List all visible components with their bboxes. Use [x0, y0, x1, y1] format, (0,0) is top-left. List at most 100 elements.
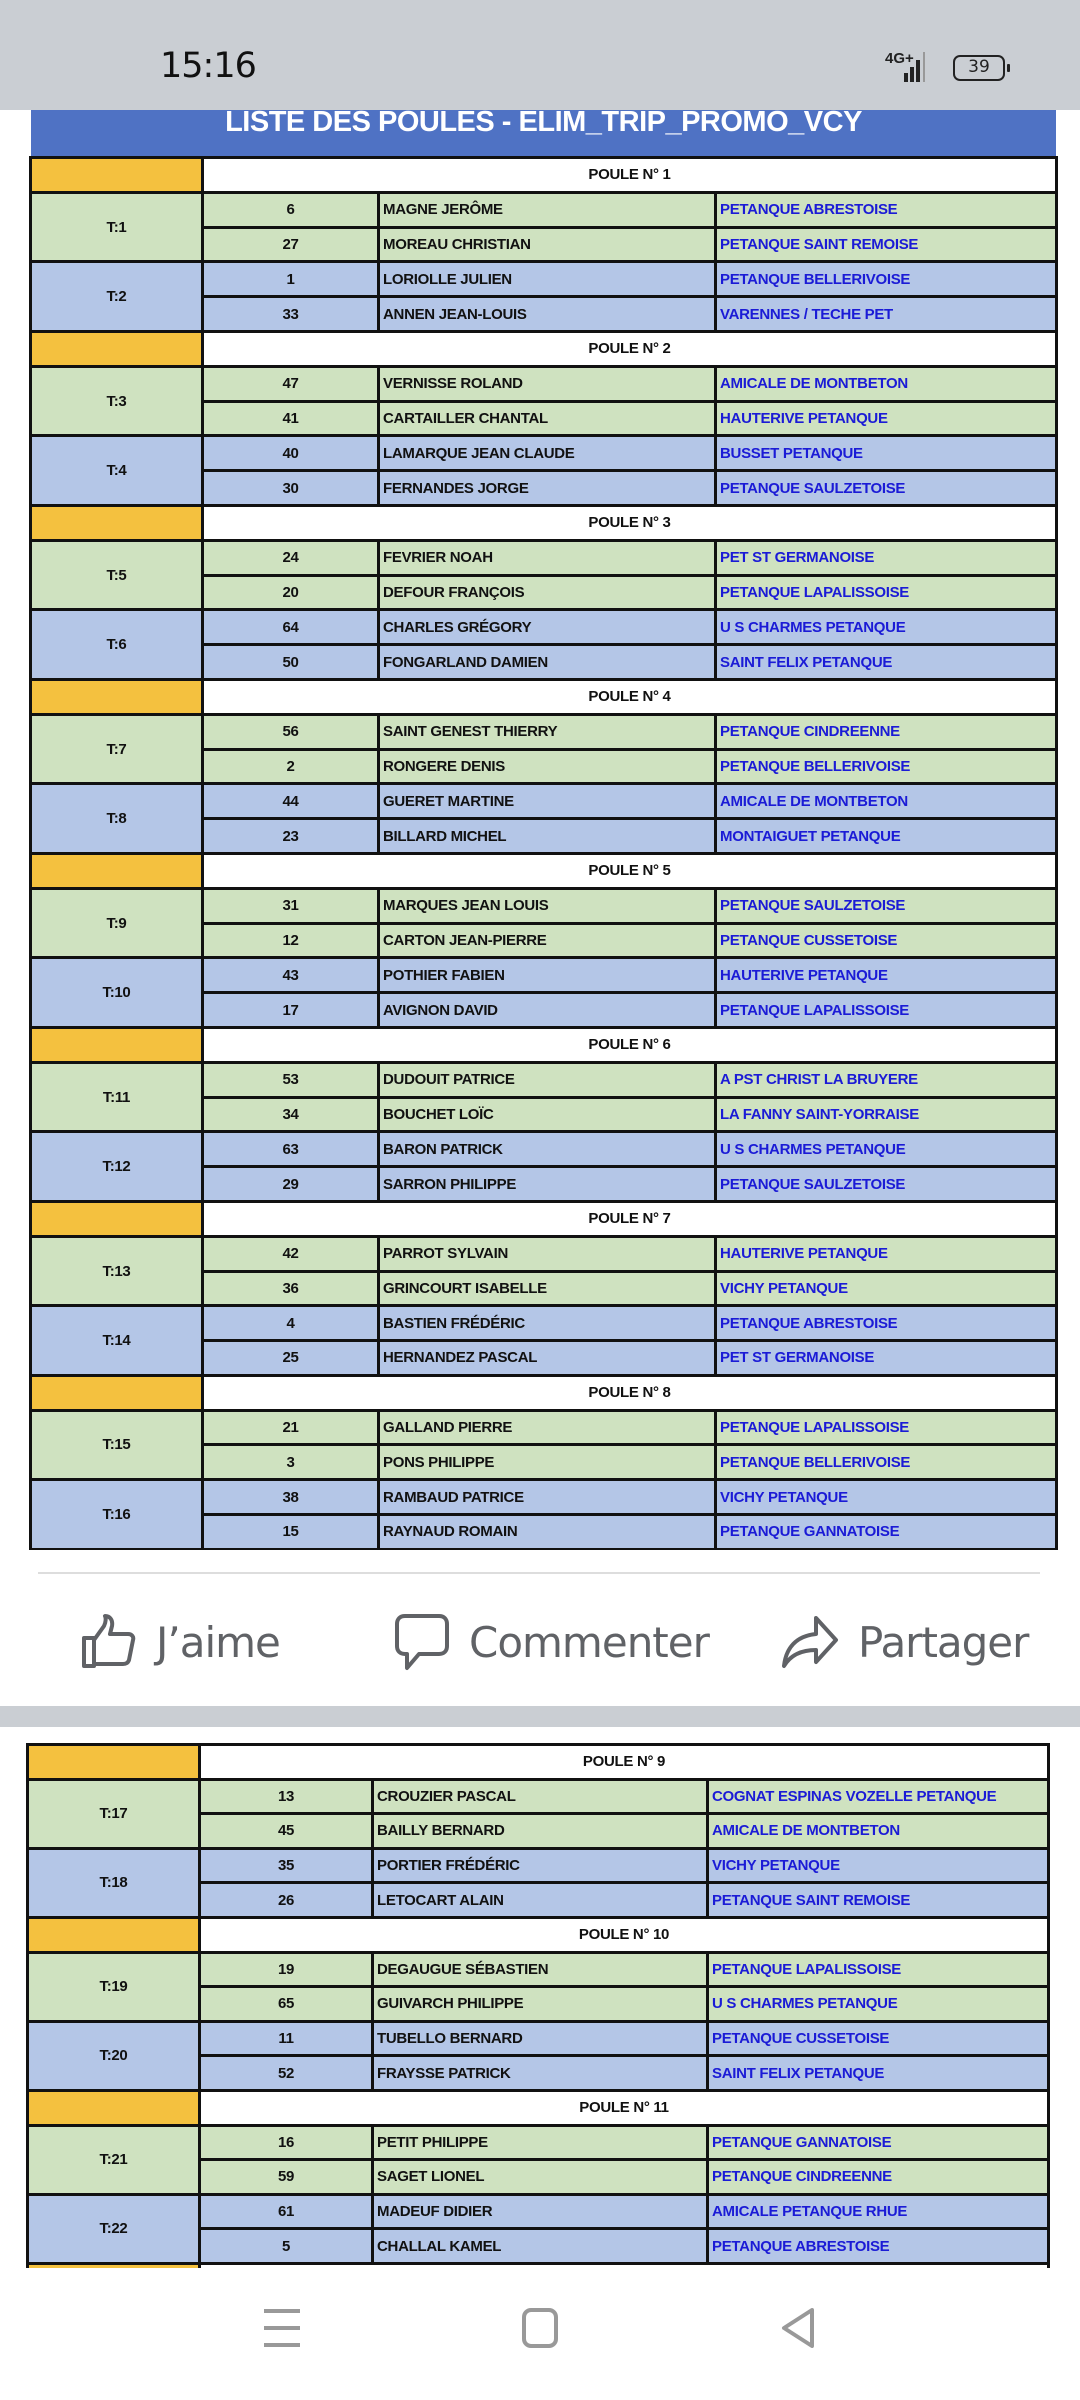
poule-marker	[32, 506, 201, 539]
player-name: PARROT SYLVAIN	[380, 1237, 714, 1270]
poule-title: POULE N° 3	[204, 506, 1055, 539]
player-name: DUDOUIT PATRICE	[380, 1063, 714, 1096]
player-club: PETANQUE LAPALISSOISE	[717, 994, 1055, 1026]
home-icon[interactable]	[522, 2308, 558, 2348]
status-bar: 15:16 4G+ 39	[0, 0, 1080, 110]
player-name: HERNANDEZ PASCAL	[380, 1342, 714, 1374]
player-name: BILLARD MICHEL	[380, 820, 714, 852]
player-name: MAGNE JERÔME	[380, 193, 714, 226]
player-number: 2	[204, 750, 377, 783]
poules-table-1: POULE N° 1 T:1 6 MAGNE JERÔME PETANQUE ABRES…	[29, 156, 1058, 1550]
table-number: T:6	[32, 611, 201, 678]
player-club: SAINT FELIX PETANQUE	[709, 2057, 1047, 2089]
player-number: 64	[204, 611, 377, 644]
comment-button[interactable]: Commenter	[393, 1612, 710, 1672]
share-icon	[782, 1616, 838, 1668]
player-number: 35	[201, 1849, 371, 1882]
sheet-title-banner: LISTE DES POULES - ELIM_TRIP_PROMO_VCY	[31, 110, 1056, 158]
table-number: T:13	[32, 1237, 201, 1305]
back-icon[interactable]	[780, 2308, 816, 2348]
player-club: AMICALE DE MONTBETON	[717, 785, 1055, 818]
player-number: 3	[204, 1446, 377, 1479]
player-name: LORIOLLE JULIEN	[380, 263, 714, 296]
player-number: 13	[201, 1780, 371, 1813]
player-name: BASTIEN FRÉDÉRIC	[380, 1307, 714, 1340]
player-name: CROUZIER PASCAL	[374, 1780, 706, 1813]
player-name: DEGAUGUE SÉBASTIEN	[374, 1953, 706, 1986]
player-name: GUIVARCH PHILIPPE	[374, 1988, 706, 2020]
player-name: PONS PHILIPPE	[380, 1446, 714, 1479]
signal-icon	[904, 52, 926, 82]
player-number: 42	[204, 1237, 377, 1270]
poule-title: POULE N° 4	[204, 680, 1055, 713]
player-name: PORTIER FRÉDÉRIC	[374, 1849, 706, 1882]
battery-icon: 39	[953, 55, 1010, 81]
player-club: PETANQUE SAULZETOISE	[717, 889, 1055, 922]
player-number: 65	[201, 1988, 371, 2020]
table-number: T:12	[32, 1133, 201, 1200]
player-name: POTHIER FABIEN	[380, 959, 714, 992]
player-club: SAINT FELIX PETANQUE	[717, 646, 1055, 678]
sheet-title: LISTE DES POULES - ELIM_TRIP_PROMO_VCY	[225, 110, 862, 138]
player-name: RAYNAUD ROMAIN	[380, 1516, 714, 1548]
player-number: 17	[204, 994, 377, 1026]
player-club: PETANQUE GANNATOISE	[717, 1516, 1055, 1548]
player-club: HAUTERIVE PETANQUE	[717, 959, 1055, 992]
player-number: 1	[204, 263, 377, 296]
player-number: 56	[204, 715, 377, 748]
poule-marker	[29, 2264, 198, 2268]
player-club: HAUTERIVE PETANQUE	[717, 402, 1055, 435]
player-number: 16	[201, 2126, 371, 2159]
poule-title: POULE N° 1	[204, 159, 1055, 191]
player-club: PETANQUE CUSSETOISE	[717, 924, 1055, 957]
player-name: CHARLES GRÉGORY	[380, 611, 714, 644]
table-number: T:7	[32, 715, 201, 783]
player-name: FRAYSSE PATRICK	[374, 2057, 706, 2089]
player-name: BARON PATRICK	[380, 1133, 714, 1166]
player-number: 38	[204, 1481, 377, 1514]
poule-marker	[32, 159, 201, 191]
player-number: 43	[204, 959, 377, 992]
poule-title: POULE N° 7	[204, 1202, 1055, 1235]
recent-apps-icon[interactable]	[264, 2308, 300, 2348]
table-number: T:10	[32, 959, 201, 1026]
table-number: T:2	[32, 263, 201, 330]
player-name: MOREAU CHRISTIAN	[380, 228, 714, 261]
table-number: T:22	[29, 2195, 198, 2262]
player-name: PETIT PHILIPPE	[374, 2126, 706, 2159]
player-number: 15	[204, 1516, 377, 1548]
divider	[38, 1572, 1040, 1574]
thumbs-up-icon	[82, 1614, 136, 1668]
player-club: AMICALE DE MONTBETON	[717, 367, 1055, 400]
poule-marker	[32, 1376, 201, 1409]
player-name: MADEUF DIDIER	[374, 2195, 706, 2228]
player-number: 27	[204, 228, 377, 261]
player-club: PETANQUE SAULZETOISE	[717, 1168, 1055, 1200]
player-club: VICHY PETANQUE	[717, 1272, 1055, 1305]
navigation-bar	[0, 2290, 1080, 2380]
post-separator	[0, 1706, 1080, 1727]
player-number: 30	[204, 472, 377, 504]
table-number: T:18	[29, 1849, 198, 1916]
player-name: GUERET MARTINE	[380, 785, 714, 818]
player-name: GALLAND PIERRE	[380, 1411, 714, 1444]
like-button[interactable]: J’aime	[80, 1612, 281, 1672]
comment-label: Commenter	[469, 1617, 710, 1667]
share-button[interactable]: Partager	[780, 1612, 1029, 1672]
player-number: 31	[204, 889, 377, 922]
player-number: 50	[204, 646, 377, 678]
player-number: 19	[201, 1953, 371, 1986]
player-club: MONTAIGUET PETANQUE	[717, 820, 1055, 852]
poule-marker	[32, 1202, 201, 1235]
poule-marker	[32, 854, 201, 887]
player-name: LETOCART ALAIN	[374, 1884, 706, 1916]
table-number: T:17	[29, 1780, 198, 1847]
player-number: 6	[204, 193, 377, 226]
player-number: 53	[204, 1063, 377, 1096]
player-number: 61	[201, 2195, 371, 2228]
table-number: T:4	[32, 437, 201, 504]
poule-marker	[29, 2091, 198, 2124]
player-name: CARTAILLER CHANTAL	[380, 402, 714, 435]
player-club: PETANQUE LAPALISSOISE	[717, 1411, 1055, 1444]
player-number: 33	[204, 298, 377, 330]
